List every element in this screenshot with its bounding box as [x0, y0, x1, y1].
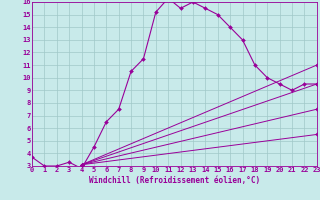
X-axis label: Windchill (Refroidissement éolien,°C): Windchill (Refroidissement éolien,°C): [89, 176, 260, 185]
